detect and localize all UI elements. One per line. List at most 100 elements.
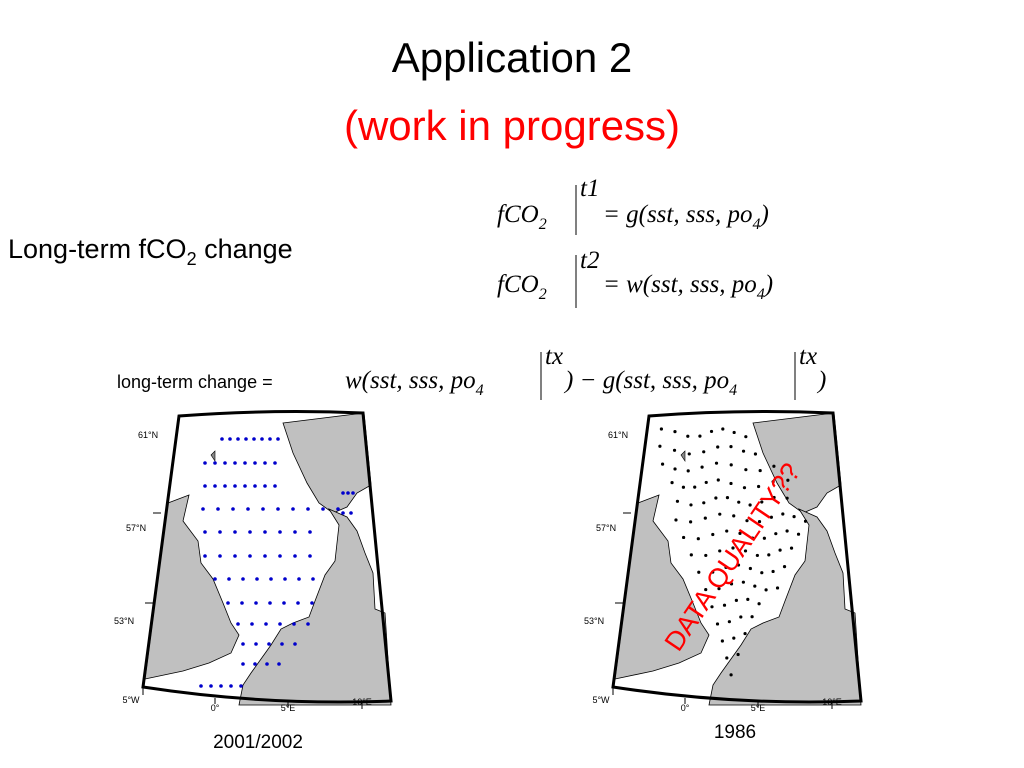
map-label: 5°W [122, 695, 140, 705]
station-dot [341, 491, 345, 495]
station-dot [233, 484, 237, 488]
eq-close: ) [816, 367, 826, 394]
station-dot [725, 496, 730, 500]
station-dot [725, 529, 729, 533]
station-dot [244, 437, 248, 441]
station-dot [201, 507, 205, 511]
map: 61°N 57°N 53°N 5°W 0° 5°E 10°E [584, 410, 863, 713]
station-dot [306, 507, 310, 511]
station-dot [248, 554, 252, 558]
map-label: 53°N [584, 616, 604, 626]
station-dot [702, 450, 706, 454]
eq-sup: t2 [580, 247, 599, 274]
station-dot [785, 529, 789, 533]
station-dot [308, 530, 312, 534]
station-dot [248, 530, 252, 534]
eq-term: ) − g(sst, sss, po [563, 367, 729, 394]
station-dot [704, 553, 708, 558]
eq-sup: tx [799, 343, 817, 370]
station-dot [311, 577, 315, 581]
station-dot [250, 622, 254, 626]
station-dot [297, 577, 301, 581]
map-frame [611, 410, 863, 704]
station-dot [341, 511, 345, 515]
station-dot [686, 469, 690, 473]
eq-term: fCO [497, 271, 539, 298]
station-dot [742, 486, 747, 490]
eq-close: ) [763, 271, 773, 298]
station-dot [739, 615, 743, 619]
station-dot [792, 515, 796, 519]
map-label: 5°E [751, 703, 766, 713]
station-dot [263, 530, 267, 534]
station-dot [725, 656, 729, 660]
station-dot [203, 461, 207, 465]
station-dot [241, 577, 245, 581]
station-dot [220, 437, 224, 441]
station-dot [743, 631, 747, 636]
station-dot [293, 642, 297, 646]
station-dot [693, 485, 697, 489]
station-dot [659, 427, 664, 431]
map-label: 53°N [114, 616, 134, 626]
station-dot [736, 652, 740, 657]
station-dot [278, 622, 282, 626]
station-dot [771, 480, 775, 484]
station-dot [782, 565, 787, 569]
station-dot [233, 530, 237, 534]
station-dot [772, 464, 776, 468]
station-dot [310, 601, 314, 605]
station-dot [721, 427, 725, 431]
station-dot [710, 605, 714, 609]
station-dot [213, 484, 217, 488]
map-frame [141, 410, 393, 704]
station-dot [689, 553, 693, 557]
station-dot [265, 662, 269, 666]
station-dot [267, 642, 271, 646]
land [144, 494, 240, 680]
station-dot [762, 536, 766, 540]
station-dot [731, 546, 735, 550]
eq-sub: 2 [539, 286, 547, 303]
station-dot [199, 684, 203, 688]
station-dot [306, 622, 310, 626]
station-dot [241, 642, 245, 646]
eq-sup: t1 [580, 175, 599, 202]
station-dot [672, 448, 677, 452]
station-dot [715, 622, 720, 626]
station-dot [704, 587, 708, 592]
station-dot [231, 507, 235, 511]
station-dot [228, 437, 232, 441]
station-dot [261, 507, 265, 511]
station-dot [254, 642, 258, 646]
change-mid: ) − g(sst, sss, po4 [563, 367, 737, 399]
station-dot [716, 445, 720, 449]
station-dot [276, 437, 280, 441]
station-dot [216, 507, 220, 511]
eq-rhs: = g(sst, sss, po4) [603, 201, 769, 233]
station-dot [737, 500, 741, 504]
station-dot [223, 461, 227, 465]
station-dot [280, 642, 284, 646]
left-label: Long-term fCO2 change [8, 234, 293, 269]
subtitle: (work in progress) [344, 102, 680, 149]
station-dot [741, 580, 745, 584]
station-dot [213, 577, 217, 581]
station-dot [681, 485, 686, 489]
map-label: 61°N [138, 430, 158, 440]
station-dot [239, 684, 243, 688]
station-dot [660, 462, 665, 466]
station-dot [226, 601, 230, 605]
station-dot [757, 519, 762, 524]
station-dot [732, 636, 736, 640]
station-dot [689, 520, 693, 524]
station-dot [741, 449, 746, 453]
station-dot [336, 507, 340, 511]
station-dot [236, 437, 240, 441]
station-dot [241, 662, 245, 666]
station-dot [682, 535, 686, 540]
label-sub: 2 [187, 249, 197, 269]
station-dot [758, 468, 762, 473]
station-dot [698, 434, 702, 438]
